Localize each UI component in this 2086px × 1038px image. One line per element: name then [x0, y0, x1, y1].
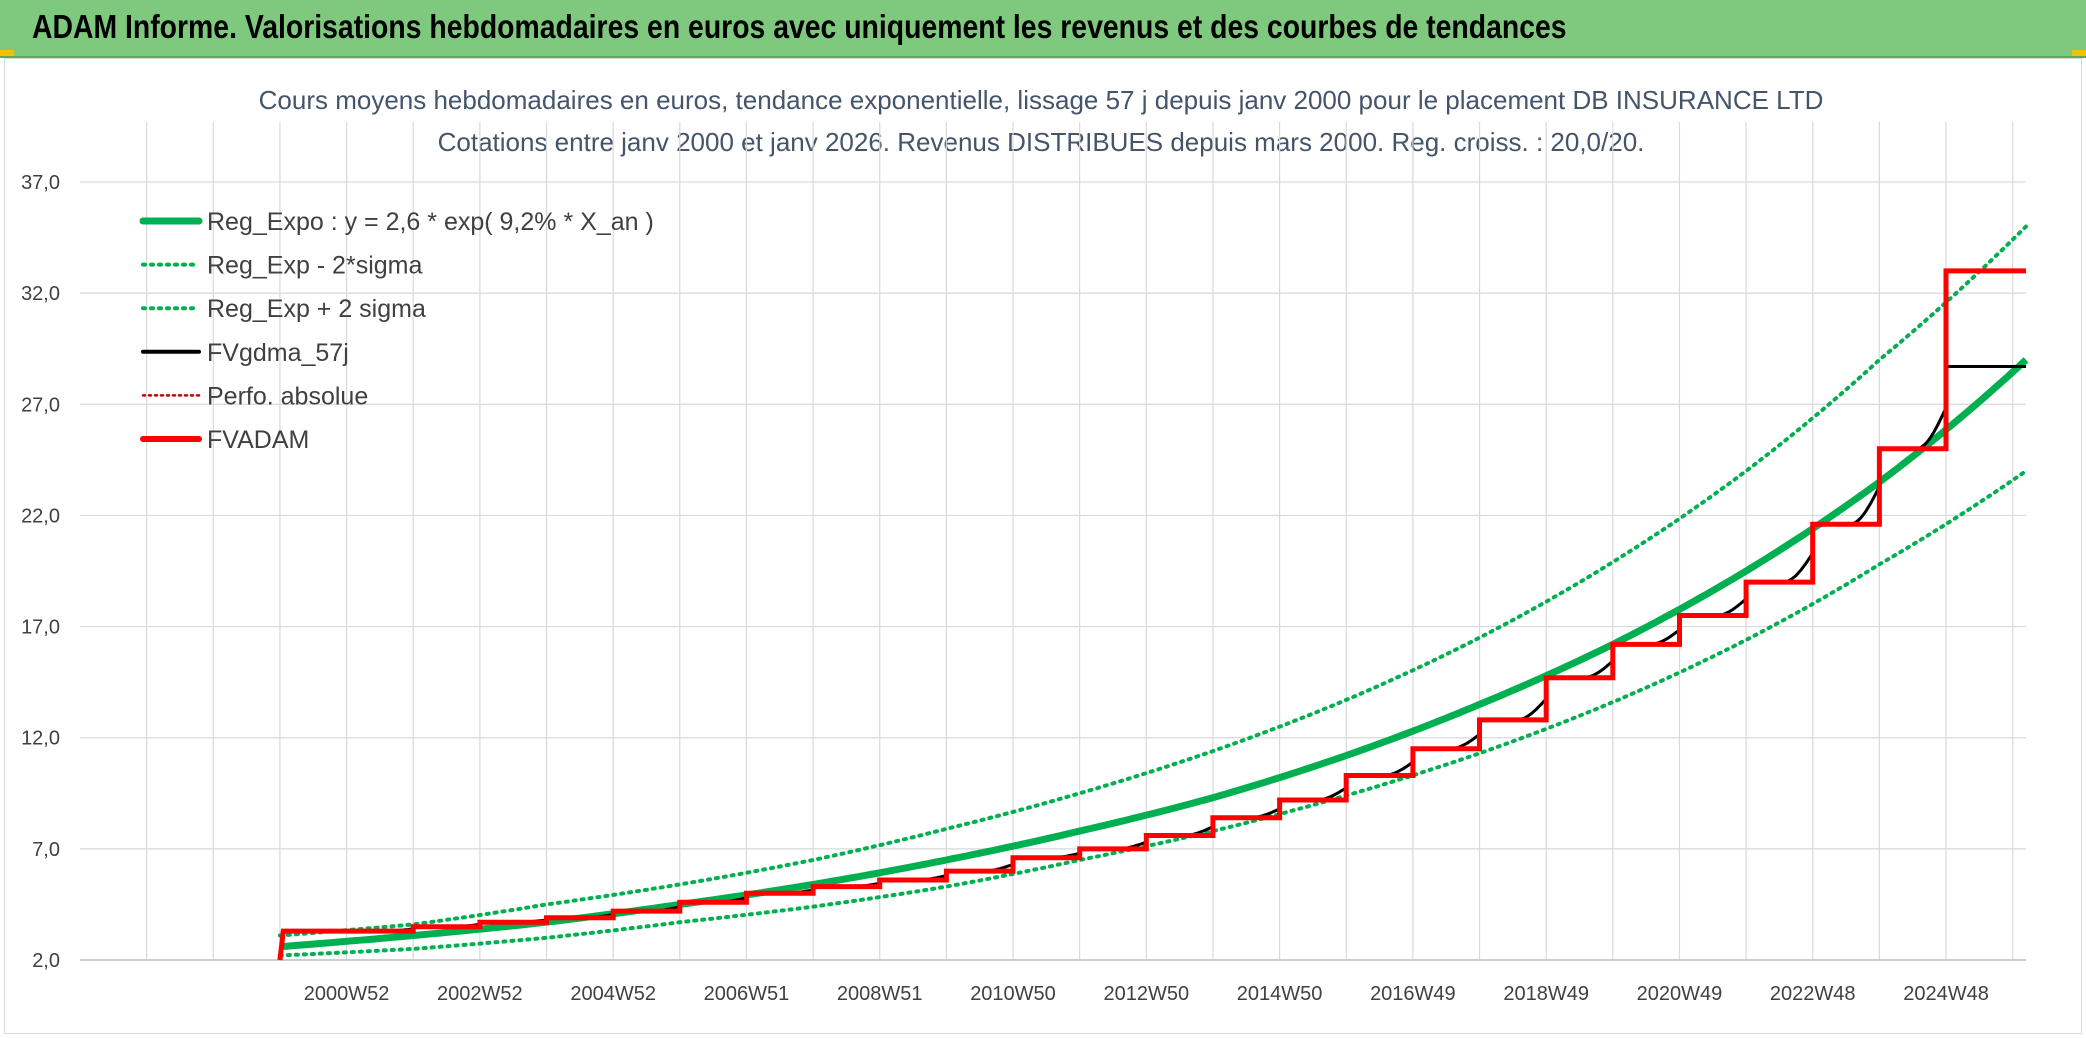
y-tick-label: 32,0	[21, 283, 60, 305]
x-tick-label: 2002W52	[437, 983, 523, 1005]
y-tick-label: 27,0	[21, 394, 60, 416]
y-tick-label: 2,0	[32, 950, 60, 972]
chart-title-line1: Cours moyens hebdomadaires en euros, ten…	[259, 85, 1824, 115]
x-tick-label: 2010W50	[970, 983, 1056, 1005]
series-fvgdma-57j	[283, 365, 2026, 933]
corner-mark-left	[0, 50, 14, 56]
y-tick-label: 12,0	[21, 728, 60, 750]
y-tick-label: 7,0	[32, 839, 60, 861]
series-reg-expo	[279, 357, 2029, 951]
x-tick-label: 2014W50	[1237, 983, 1323, 1005]
series-lines	[277, 224, 2029, 961]
x-tick-label: 2024W48	[1903, 983, 1989, 1005]
x-tick-label: 2004W52	[570, 983, 656, 1005]
series-reg-exp-plus-2sigma	[277, 224, 2028, 938]
y-tick-label: 17,0	[21, 617, 60, 639]
axis-ticks: 2,0 7,0 12,0 17,0 22,0 27,0 32,0 37,0 2000W52 200…	[21, 172, 1989, 1005]
corner-mark-right	[2072, 50, 2086, 56]
legend-label: Reg_Expo : y = 2,6 * exp( 9,2% * X_an )	[207, 208, 654, 236]
chart-title-line2: Cotations entre janv 2000 et janv 2026. …	[438, 127, 1645, 157]
page-title: ADAM Informe. Valorisations hebdomadaire…	[32, 8, 1567, 45]
chart-frame	[4, 58, 2082, 1034]
y-tick-label: 22,0	[21, 505, 60, 527]
legend: Reg_Expo : y = 2,6 * exp( 9,2% * X_an ) R…	[139, 208, 654, 454]
legend-label: Reg_Exp - 2*sigma	[207, 252, 422, 280]
header-bar: ADAM Informe. Valorisations hebdomadaire…	[0, 0, 2086, 58]
grid	[80, 122, 2026, 961]
x-tick-label: 2020W49	[1637, 983, 1723, 1005]
x-tick-label: 2000W52	[304, 983, 390, 1005]
x-tick-label: 2012W50	[1103, 983, 1189, 1005]
x-tick-label: 2022W48	[1770, 983, 1856, 1005]
x-tick-label: 2008W51	[837, 983, 923, 1005]
series-fvadam	[277, 268, 2026, 961]
y-tick-label: 37,0	[21, 172, 60, 194]
legend-label: Reg_Exp + 2 sigma	[207, 295, 426, 323]
legend-label: Perfo. absolue	[207, 382, 368, 410]
x-tick-label: 2016W49	[1370, 983, 1456, 1005]
legend-label: FVgdma_57j	[207, 339, 349, 367]
series-reg-exp-minus-2sigma	[277, 469, 2028, 958]
x-tick-label: 2006W51	[704, 983, 790, 1005]
legend-label: FVADAM	[207, 426, 309, 454]
x-tick-label: 2018W49	[1503, 983, 1589, 1005]
